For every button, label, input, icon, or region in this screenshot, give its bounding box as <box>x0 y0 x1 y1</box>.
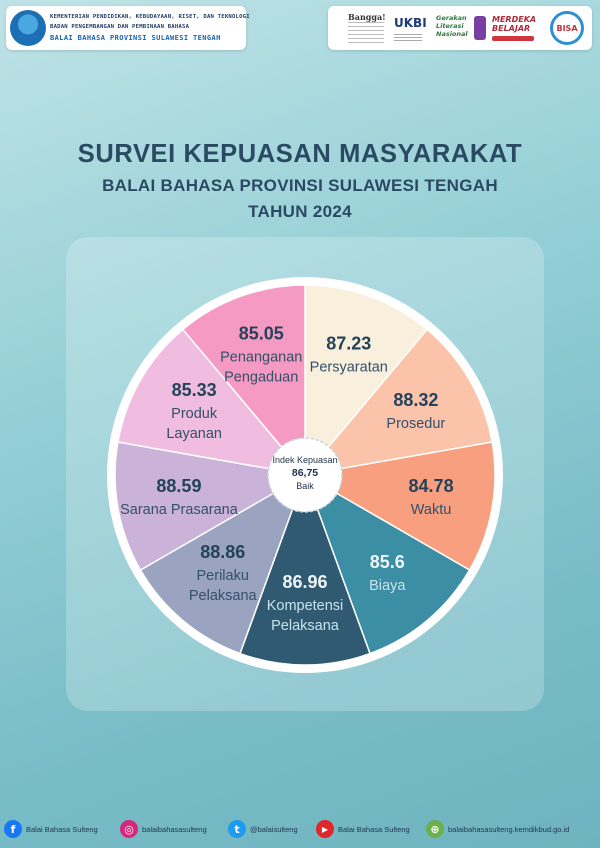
page-subtitle: BALAI BAHASA PROVINSI SULAWESI TENGAH <box>102 176 498 195</box>
footer-social-bar: f Balai Bahasa Sulteng ◎ balaibahasasult… <box>0 816 600 842</box>
instagram-icon: ◎ <box>120 820 138 838</box>
facebook-icon: f <box>4 820 22 838</box>
youtube-handle: Balai Bahasa Sulteng <box>338 824 410 834</box>
agency-line-2: BADAN PENGEMBANGAN DAN PEMBINAAN BAHASA <box>50 24 190 30</box>
year-label: TAHUN 2024 <box>248 202 352 221</box>
merdeka-belajar-logo: MERDEKA BELAJAR <box>492 15 537 33</box>
gln-pencil-icon <box>474 16 486 40</box>
merdeka-belajar-bar <box>492 36 534 41</box>
twitter-icon: t <box>228 820 246 838</box>
page-title: SURVEI KEPUASAN MASYARAKAT <box>77 140 523 168</box>
footer-instagram[interactable]: ◎ balaibahasasulteng <box>120 819 207 839</box>
bangga-logo-subtext <box>348 22 384 44</box>
ukbi-logo-subtext <box>394 34 422 42</box>
youtube-icon: ▶ <box>316 820 334 838</box>
bisa-logo: BISA <box>550 11 584 45</box>
facebook-handle: Balai Bahasa Sulteng <box>26 824 98 834</box>
footer-facebook[interactable]: f Balai Bahasa Sulteng <box>4 819 98 839</box>
website-url: balaibahasasulteng.kemdikbud.go.id <box>448 824 570 834</box>
footer-twitter[interactable]: t @balaisulteng <box>228 819 298 839</box>
footer-website[interactable]: ⊕ balaibahasasulteng.kemdikbud.go.id <box>426 819 569 839</box>
ukbi-logo: UKBI <box>394 16 427 30</box>
twitter-handle: @balaisulteng <box>250 824 298 834</box>
gln-logo: Gerakan Literasi Nasional <box>436 14 468 38</box>
ministry-logo-block: KEMENTERIAN PENDIDIKAN, KEBUDAYAAN, RISE… <box>6 6 250 50</box>
bangga-logo: Bangga! <box>348 12 386 22</box>
agency-line-3: BALAI BAHASA PROVINSI SULAWESI TENGAH <box>50 34 221 42</box>
chart-panel <box>66 237 544 711</box>
globe-icon: ⊕ <box>426 820 444 838</box>
tut-wuri-handayani-emblem-icon <box>10 10 46 46</box>
partner-logos-block: Bangga! UKBI Gerakan Literasi Nasional M… <box>328 6 592 50</box>
top-logo-bar: KEMENTERIAN PENDIDIKAN, KEBUDAYAAN, RISE… <box>0 0 600 58</box>
footer-youtube[interactable]: ▶ Balai Bahasa Sulteng <box>316 819 410 839</box>
agency-line-1: KEMENTERIAN PENDIDIKAN, KEBUDAYAAN, RISE… <box>50 14 250 20</box>
instagram-handle: balaibahasasulteng <box>142 824 207 834</box>
